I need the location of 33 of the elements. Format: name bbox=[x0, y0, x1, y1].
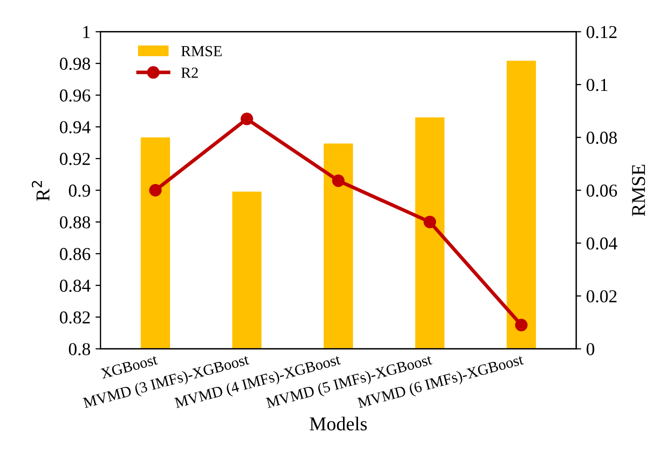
y-tick-label: 0.98 bbox=[60, 58, 90, 70]
y-tick-label: 0.96 bbox=[60, 89, 90, 102]
point bbox=[424, 216, 436, 228]
bar bbox=[232, 192, 262, 349]
bar bbox=[140, 137, 170, 349]
legend-label: RMSE bbox=[181, 46, 222, 56]
y-tick-label: 0.8 bbox=[68, 343, 90, 356]
point bbox=[149, 184, 162, 197]
y2-tick-label: 0.1 bbox=[586, 78, 608, 92]
y-tick-label: 0.86 bbox=[60, 248, 90, 260]
y2-tick-label: 0 bbox=[586, 343, 594, 356]
y2-tick-label: 0.08 bbox=[586, 132, 617, 144]
bar bbox=[506, 60, 536, 349]
y-tick-label: 0.82 bbox=[60, 311, 90, 324]
y-tick-label: 0.88 bbox=[60, 216, 90, 228]
y2-axis-title: RMSE bbox=[632, 164, 646, 216]
y-axis-title: R$^{2}$ bbox=[32, 180, 50, 201]
point bbox=[240, 112, 254, 126]
y-tick-label: 0.94 bbox=[60, 121, 90, 134]
x-axis-title: Models bbox=[310, 416, 367, 430]
y-tick-label: 1 bbox=[83, 26, 90, 38]
point bbox=[515, 318, 528, 332]
y-tick-label: 0.84 bbox=[60, 280, 90, 292]
legend-label: R2 bbox=[181, 68, 198, 78]
point bbox=[332, 174, 345, 187]
y2-tick-label: 0.04 bbox=[586, 237, 618, 250]
bar bbox=[324, 143, 353, 349]
y2-tick-label: 0.12 bbox=[586, 26, 617, 38]
y-tick-label: 0.92 bbox=[60, 152, 90, 166]
y2-tick-label: 0.06 bbox=[586, 184, 617, 197]
bar bbox=[415, 117, 444, 349]
y2-tick-label: 0.02 bbox=[586, 290, 617, 302]
y-tick-label: 0.9 bbox=[68, 184, 90, 197]
